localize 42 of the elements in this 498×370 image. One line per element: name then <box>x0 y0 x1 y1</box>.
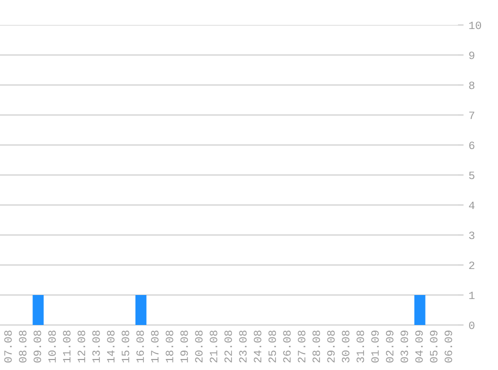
x-tick-label: 09.08 <box>34 330 42 363</box>
x-tick-label: 22.08 <box>224 330 232 362</box>
x-tick-label: 03.09 <box>400 330 408 363</box>
x-tick-label: 23.08 <box>239 330 247 362</box>
x-tick-label: 06.09 <box>444 330 452 363</box>
x-tick-label: 04.09 <box>415 330 423 363</box>
x-tick-label: 20.08 <box>195 330 203 362</box>
y-tick-label: 9 <box>469 52 474 60</box>
x-tick-label: 01.09 <box>371 330 379 363</box>
x-tick-label: 13.08 <box>92 330 100 362</box>
x-tick-label: 28.08 <box>312 330 320 362</box>
x-tick-label: 12.08 <box>78 330 86 362</box>
x-tick-label: 05.09 <box>430 330 438 363</box>
y-tick-label: 1 <box>469 292 475 300</box>
x-tick-label: 31.08 <box>356 330 364 363</box>
x-tick-label: 30.08 <box>342 330 350 363</box>
x-tick-label: 19.08 <box>180 330 188 362</box>
y-tick-label: 4 <box>468 202 475 210</box>
x-tick-label: 14.08 <box>107 330 115 362</box>
y-tick-label: 0 <box>469 322 474 330</box>
x-tick-label: 26.08 <box>283 330 291 362</box>
x-tick-label: 11.08 <box>62 330 71 362</box>
x-tick-label: 25.08 <box>268 330 276 362</box>
x-tick-label: 27.08 <box>298 330 306 362</box>
y-tick-label: 6 <box>469 142 474 150</box>
y-tick-label: 5 <box>469 172 474 180</box>
x-tick-label: 15.08 <box>122 330 130 362</box>
x-tick-label: 02.09 <box>386 330 394 363</box>
x-tick-label: 29.08 <box>327 330 335 362</box>
x-tick-label: 16.08 <box>136 330 144 362</box>
y-tick-label: 7 <box>469 112 474 120</box>
x-tick-label: 07.08 <box>4 330 12 363</box>
x-tick-label: 10.08 <box>48 330 56 362</box>
x-tick-label: 18.08 <box>166 330 174 362</box>
y-tick-label: 10 <box>469 22 482 30</box>
y-tick-label: 8 <box>469 82 474 90</box>
y-tick-label: 3 <box>469 232 474 240</box>
x-tick-label: 08.08 <box>18 330 26 363</box>
x-tick-label: 17.08 <box>151 330 159 362</box>
x-tick-label: 24.08 <box>254 330 262 362</box>
x-tick-label: 21.08 <box>210 330 218 362</box>
y-tick-label: 2 <box>469 262 474 270</box>
